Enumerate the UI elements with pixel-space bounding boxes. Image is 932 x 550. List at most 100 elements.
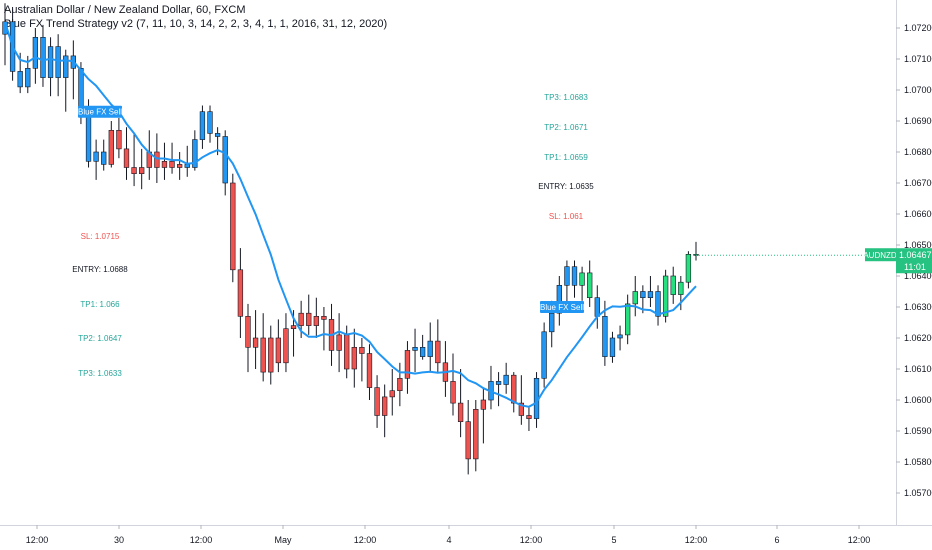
time-tick-label: 12:00 (26, 535, 49, 545)
candle (351, 346, 357, 370)
candle (571, 266, 578, 286)
candle (184, 164, 190, 168)
price-tick-label: 1.06300 (904, 302, 932, 312)
candle (382, 396, 388, 416)
candle (625, 303, 631, 336)
candle (313, 315, 319, 326)
price-tick-label: 1.06100 (904, 364, 932, 374)
price-tick-label: 1.06900 (904, 116, 932, 126)
candle (397, 377, 403, 391)
candle (108, 130, 114, 165)
trade-level-label: TP3: 1.0683 (544, 93, 588, 102)
candle (275, 337, 282, 364)
price-tick-label: 1.05700 (904, 488, 932, 498)
price-tick-label: 1.06500 (904, 240, 932, 250)
price-tick-label: 1.06200 (904, 333, 932, 343)
candle (283, 328, 289, 364)
candle (321, 315, 327, 320)
trade-level-label: TP1: 1.0659 (544, 153, 588, 162)
candle (450, 381, 456, 404)
price-tick-label: 1.07000 (904, 85, 932, 95)
candle (47, 46, 54, 78)
candle (32, 36, 39, 69)
candle (101, 151, 107, 165)
signal-label-bg (78, 105, 122, 118)
candle (564, 266, 570, 286)
candle (435, 340, 441, 364)
candle (640, 291, 646, 298)
candle (526, 415, 532, 419)
candle (290, 325, 297, 330)
candle (63, 55, 69, 78)
indicator-legend[interactable]: Blue FX Trend Strategy v2 (7, 11, 10, 3,… (4, 18, 388, 30)
signal-label-bg (540, 301, 584, 313)
candle (655, 291, 661, 317)
candle (207, 111, 213, 134)
trade-level-label: TP1: 1.066 (80, 300, 120, 309)
candle (549, 312, 555, 333)
candle (678, 281, 684, 295)
candle (245, 315, 251, 348)
candle (503, 374, 509, 385)
candle (556, 284, 562, 314)
trend-ma-line (4, 21, 697, 408)
price-tick-label: 1.05800 (904, 457, 932, 467)
trade-level-label: ENTRY: 1.0688 (72, 265, 128, 274)
trade-level-label: SL: 1.061 (549, 212, 584, 221)
candle (541, 331, 547, 379)
candle (40, 36, 46, 78)
candle (260, 337, 266, 373)
price-tick-label: 1.07100 (904, 54, 932, 64)
candle (587, 272, 593, 298)
price-tick-label: 1.06000 (904, 395, 932, 405)
candle (237, 269, 244, 317)
candle (306, 312, 312, 326)
time-tick-label: 12:00 (848, 535, 871, 545)
time-tick-label: 12:00 (520, 535, 543, 545)
candle (419, 346, 426, 357)
symbol-badge-bg (865, 248, 896, 262)
chart-title: Australian Dollar / New Zealand Dollar, … (4, 4, 246, 16)
candle (222, 136, 228, 184)
candle (139, 167, 145, 174)
candle (93, 151, 99, 162)
candle (465, 421, 471, 460)
candle (473, 408, 479, 460)
candle (25, 68, 31, 88)
candle (480, 399, 487, 410)
symbol-badge: AUDNZD (863, 251, 897, 260)
candle (662, 275, 669, 317)
candle (154, 151, 160, 168)
candle (214, 133, 221, 137)
price-tick-label: 1.06400 (904, 271, 932, 281)
trade-level-label: TP3: 1.0633 (78, 369, 122, 378)
candle (412, 346, 418, 351)
candle (176, 164, 183, 168)
candle (123, 148, 130, 168)
time-tick-label: 6 (774, 535, 779, 545)
candle (511, 374, 517, 404)
candle (602, 315, 608, 357)
time-tick-label: 12:00 (354, 535, 377, 545)
trade-level-label: SL: 1.0715 (81, 232, 120, 241)
time-tick-label: 12:00 (685, 535, 708, 545)
candle (268, 337, 274, 373)
candle (169, 161, 175, 168)
candle (199, 111, 206, 140)
time-tick-label: May (274, 535, 292, 545)
candle (389, 390, 395, 398)
trade-level-label: TP2: 1.0671 (544, 123, 588, 132)
price-tick-label: 1.06600 (904, 209, 932, 219)
candle (374, 387, 380, 416)
candle (579, 272, 585, 286)
candle (685, 254, 692, 283)
price-tick-label: 1.06700 (904, 178, 932, 188)
time-tick-label: 5 (611, 535, 616, 545)
candle (161, 161, 168, 168)
candle (230, 182, 236, 271)
candle (632, 291, 638, 305)
candle (131, 167, 137, 174)
candle (85, 111, 92, 162)
last-price-value: 1.06467 (899, 250, 932, 260)
